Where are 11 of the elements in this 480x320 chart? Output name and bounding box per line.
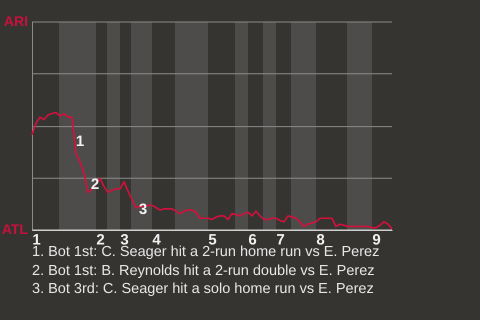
text: 2. Bot 1st: B. Reynolds hit a 2-run double vs E. Perez: [32, 262, 376, 280]
x-tick-label: 5: [208, 232, 217, 248]
text: 3. Bot 3rd: C. Seager hit a solo home run vs E. Perez: [32, 280, 375, 298]
ref-line-label: ATL: [2, 221, 28, 237]
x-tick-label: 6: [248, 232, 257, 248]
x-tick-label: 7: [276, 232, 285, 248]
x-tick-label: 8: [316, 232, 325, 248]
x-tick-label: 4: [152, 232, 162, 248]
ref-line-label: ARI: [4, 13, 28, 29]
x-tick-label: 9: [372, 232, 381, 248]
annotation: 1: [76, 133, 84, 150]
